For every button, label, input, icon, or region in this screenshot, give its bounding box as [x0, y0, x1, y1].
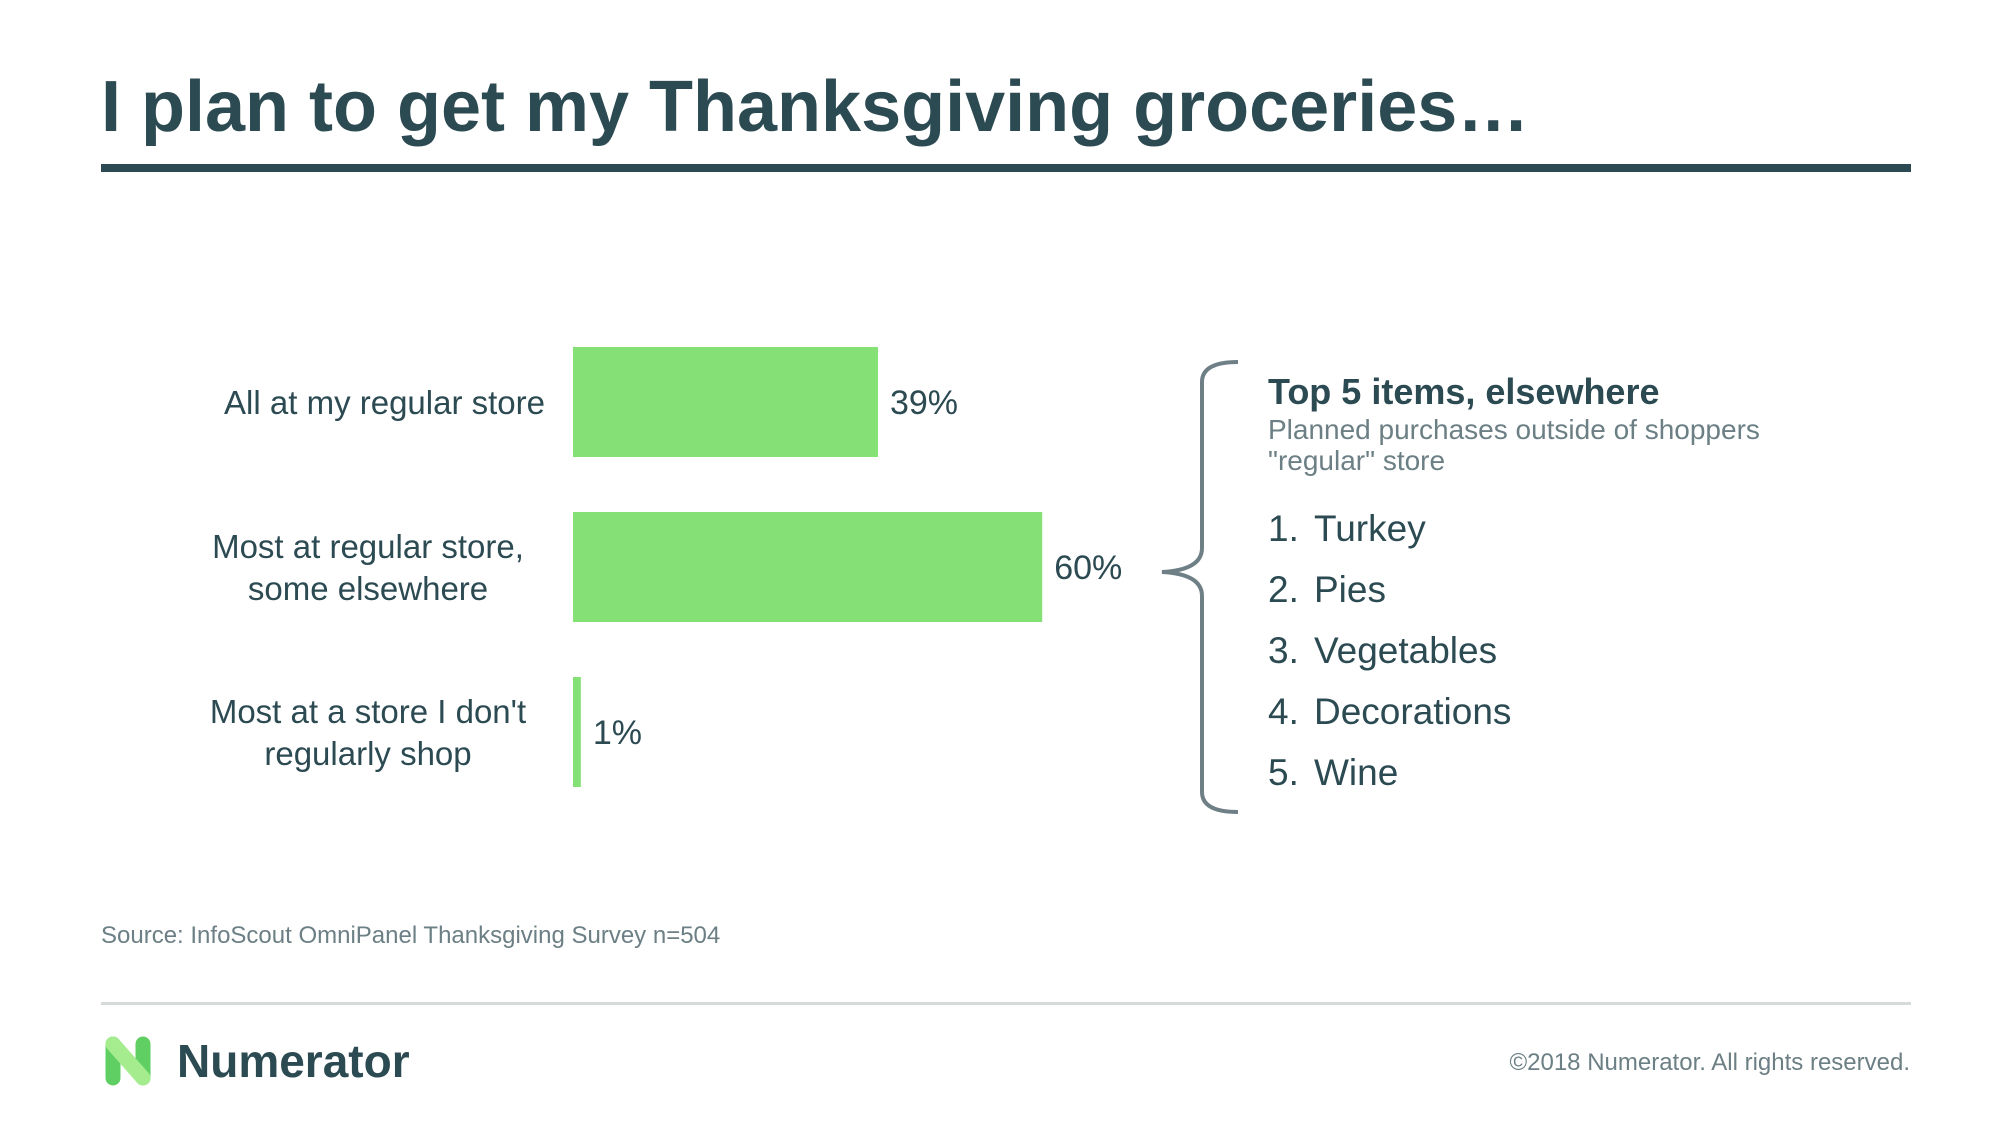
list-item-number: 2.: [1268, 569, 1299, 610]
list-item: 3. Vegetables: [1268, 620, 1908, 681]
category-label-line: Most at regular store,: [212, 528, 524, 565]
top-items-subtitle: Planned purchases outside of shoppers "r…: [1268, 414, 1760, 476]
list-item: 1. Turkey: [1268, 498, 1908, 559]
data-label: 39%: [890, 384, 958, 422]
footer-divider: [101, 1002, 1911, 1005]
category-label-line: some elsewhere: [248, 570, 488, 607]
top-items-panel: Top 5 items, elsewhere Planned purchases…: [1268, 370, 1908, 803]
category-label-line: Most at a store I don't: [210, 693, 526, 730]
numerator-logo-icon: [105, 1036, 151, 1086]
bar: [573, 677, 581, 787]
top-items-title: Top 5 items, elsewhere: [1268, 371, 1660, 412]
category-label: All at my regular store: [224, 384, 545, 421]
bar: [573, 512, 1043, 622]
category-label: Most at a store I don't regularly shop: [210, 693, 526, 772]
data-label: 1%: [593, 714, 642, 752]
list-item: 2. Pies: [1268, 559, 1908, 620]
source-note: Source: InfoScout OmniPanel Thanksgiving…: [101, 922, 721, 949]
list-item-label: Vegetables: [1314, 630, 1498, 671]
brand-logo: Numerator: [101, 1034, 410, 1088]
brand-name: Numerator: [177, 1035, 410, 1087]
list-item-number: 3.: [1268, 630, 1299, 671]
list-item-label: Turkey: [1314, 508, 1426, 549]
copyright-note: ©2018 Numerator. All rights reserved.: [1509, 1049, 1910, 1076]
title-divider: [101, 164, 1911, 172]
list-item-label: Decorations: [1314, 691, 1512, 732]
data-label: 60%: [1054, 549, 1122, 587]
brace-icon: [1161, 360, 1239, 814]
list-item: 4. Decorations: [1268, 681, 1908, 742]
page-title: I plan to get my Thanksgiving groceries…: [101, 67, 1530, 147]
category-label-line: All at my regular store: [224, 384, 545, 421]
category-label: Most at regular store, some elsewhere: [212, 528, 524, 607]
bar-chart: All at my regular store Most at regular s…: [210, 347, 1239, 814]
list-item: 5. Wine: [1268, 742, 1908, 803]
list-item-label: Wine: [1314, 752, 1399, 793]
list-item-number: 1.: [1268, 508, 1299, 549]
list-item-label: Pies: [1314, 569, 1386, 610]
list-item-number: 4.: [1268, 691, 1299, 732]
bar: [573, 347, 878, 457]
list-item-number: 5.: [1268, 752, 1299, 793]
category-label-line: regularly shop: [264, 735, 471, 772]
top-items-list: 1. Turkey 2. Pies 3. Vegetables 4. Decoratio…: [1268, 498, 1908, 803]
